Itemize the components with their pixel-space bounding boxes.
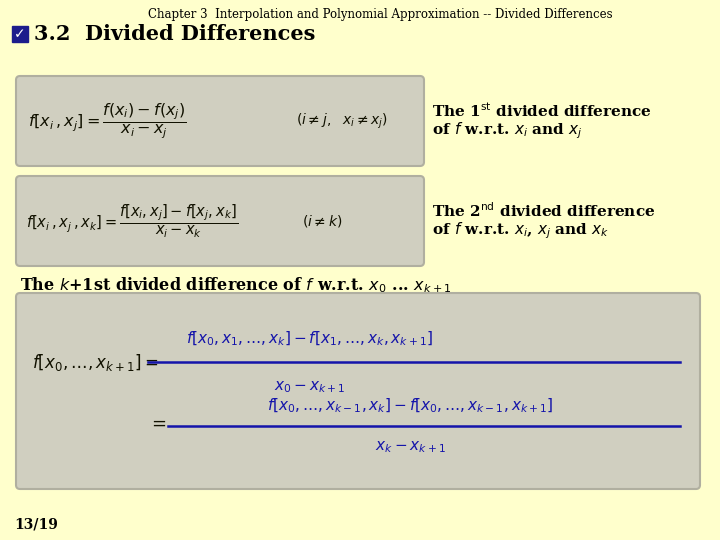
- Text: ✓: ✓: [14, 27, 26, 41]
- FancyBboxPatch shape: [16, 293, 700, 489]
- FancyBboxPatch shape: [16, 176, 424, 266]
- Text: $x_k-x_{k+1}$: $x_k-x_{k+1}$: [374, 440, 446, 455]
- Text: $=$: $=$: [148, 414, 166, 432]
- Text: $(i\neq k)$: $(i\neq k)$: [302, 213, 343, 229]
- Text: $(i\neq j,\ \ x_i\neq x_j)$: $(i\neq j,\ \ x_i\neq x_j)$: [296, 111, 388, 131]
- Text: 13/19: 13/19: [14, 518, 58, 532]
- Text: The $\mathbf{\mathit{k}}$+1st divided difference of $\mathit{f}$ w.r.t. $x_0$ ..: The $\mathbf{\mathit{k}}$+1st divided di…: [20, 275, 451, 295]
- Text: $f[x_0,\ldots,x_{k+1}]=$: $f[x_0,\ldots,x_{k+1}]=$: [32, 352, 158, 373]
- Text: $f[x_0,\ldots,x_{k-1},x_k]-f[x_0,\ldots,x_{k-1},x_{k+1}]$: $f[x_0,\ldots,x_{k-1},x_k]-f[x_0,\ldots,…: [267, 397, 553, 415]
- Text: The 1$^{\mathsf{st}}$ divided difference: The 1$^{\mathsf{st}}$ divided difference: [432, 102, 652, 120]
- Text: of $\mathit{f}$ w.r.t. $x_i$, $x_j$ and $x_k$: of $\mathit{f}$ w.r.t. $x_i$, $x_j$ and …: [432, 221, 609, 241]
- Text: $f[x_i\,,x_j]=\dfrac{f(x_i)-f(x_j)}{x_i-x_j}$: $f[x_i\,,x_j]=\dfrac{f(x_i)-f(x_j)}{x_i-…: [28, 102, 186, 141]
- FancyBboxPatch shape: [12, 26, 28, 42]
- Text: Chapter 3  Interpolation and Polynomial Approximation -- Divided Differences: Chapter 3 Interpolation and Polynomial A…: [148, 8, 612, 21]
- Text: $f[x_i\,,x_j\,,x_k]=\dfrac{f[x_i,x_j]-f[x_j,x_k]}{x_i-x_k}$: $f[x_i\,,x_j\,,x_k]=\dfrac{f[x_i,x_j]-f[…: [26, 202, 238, 240]
- Text: The 2$^{\mathsf{nd}}$ divided difference: The 2$^{\mathsf{nd}}$ divided difference: [432, 201, 655, 220]
- Text: of $\mathit{f}$ w.r.t. $x_i$ and $x_j$: of $\mathit{f}$ w.r.t. $x_i$ and $x_j$: [432, 121, 582, 141]
- Text: 3.2  Divided Differences: 3.2 Divided Differences: [34, 24, 315, 44]
- FancyBboxPatch shape: [16, 76, 424, 166]
- Text: $f[x_0,x_1,\ldots,x_k]-f[x_1,\ldots,x_k,x_{k+1}]$: $f[x_0,x_1,\ldots,x_k]-f[x_1,\ldots,x_k,…: [186, 329, 433, 348]
- Text: $x_0-x_{k+1}$: $x_0-x_{k+1}$: [274, 380, 346, 395]
